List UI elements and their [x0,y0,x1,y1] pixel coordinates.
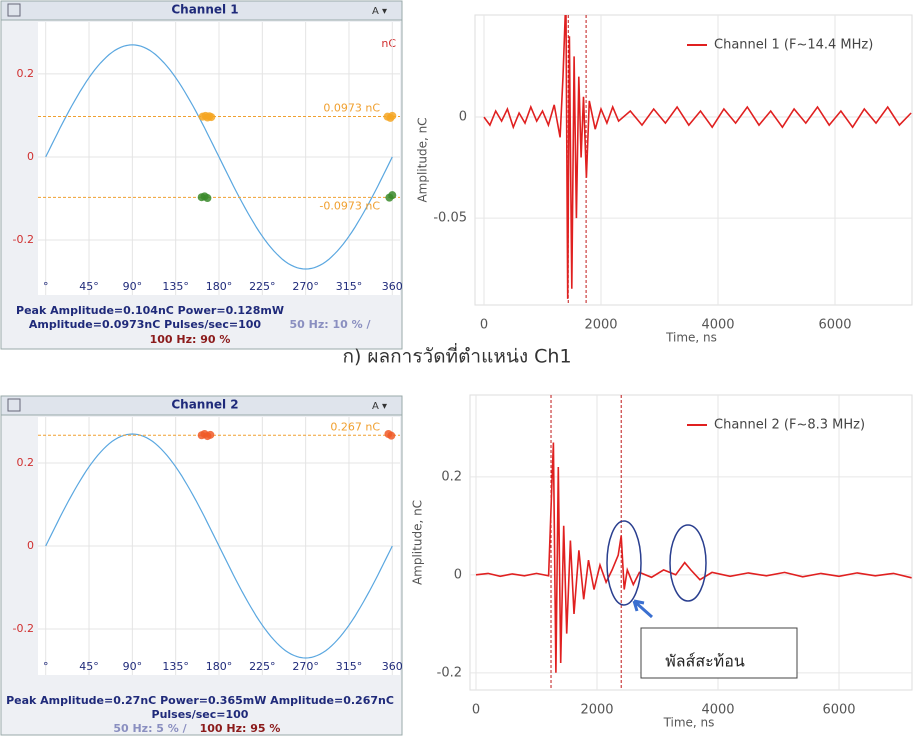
y-tick-label: 0.2 [17,67,35,80]
x-tick-label: 225° [249,660,276,673]
legend-label: Channel 2 (F~8.3 MHz) [714,418,865,433]
line-series [483,15,912,299]
y-tick-label: 0 [459,110,467,125]
info-text: Peak Amplitude=0.27nC Power=0.365mW Ampl… [6,694,394,707]
reference-wave [45,44,393,270]
y-axis-label: Amplitude, nC [411,500,425,585]
x-tick-label: 45° [79,660,99,673]
callout-text: พัลส์สะท้อน [665,652,745,671]
x-tick-label: 90° [123,280,143,293]
info-text: Pulses/sec=100 [152,708,249,721]
x-tick-label: 6000 [822,703,855,718]
x-tick-label: 4000 [701,703,734,718]
y-tick-label: 0 [27,150,34,163]
highlight [606,520,642,606]
title-bar [0,395,403,416]
line-series [475,442,912,673]
icon [7,398,21,412]
y-tick-label: -0.2 [13,233,34,246]
x-tick-label: 225° [249,280,276,293]
x-tick-label: 180° [206,280,233,293]
y-tick-label: 0.2 [17,456,35,469]
y-tick-label: 0 [27,539,34,552]
x-tick-label: 315° [336,280,363,293]
highlight [669,524,707,602]
y-tick-label: 0.2 [441,469,462,484]
dropdown[interactable]: A ▾ [372,401,387,412]
y-tick-label: 0 [454,567,462,582]
x-tick-label: 360 [382,280,403,293]
x-tick-label: 270° [292,660,319,673]
info-text: Peak Amplitude=0.104nC Power=0.128mW [16,304,284,317]
panel-title: Channel 2 [171,398,238,412]
x-tick-label: ° [43,280,49,293]
unit-label: nC [381,37,396,50]
threshold-label: 0.267 nC [330,420,380,433]
info-text: 100 Hz: 95 % [200,722,281,735]
x-tick-label: 180° [206,660,233,673]
x-tick-label: 135° [162,660,189,673]
threshold-label: -0.0973 nC [319,199,380,212]
x-tick-label: 135° [162,280,189,293]
x-tick-label: 2000 [584,318,617,333]
callout-box [640,627,798,679]
caption: ก) ผลการวัดที่ตำแหน่ง Ch1 [342,343,571,368]
x-tick-label: 4000 [701,318,734,333]
reference-wave [45,433,393,659]
dropdown[interactable]: A ▾ [372,6,387,17]
y-axis-label: Amplitude, nC [416,117,430,202]
arrow [632,599,653,619]
x-tick-label: 360 [382,660,403,673]
icon [7,3,21,17]
x-tick-label: 0 [480,318,488,333]
x-axis-label: Time, ns [663,716,715,730]
y-tick-label: -0.05 [433,211,467,226]
y-tick-label: -0.2 [437,665,462,680]
info-text: Amplitude=0.0973nC Pulses/sec=100 [29,318,262,331]
phase-point [387,431,396,440]
x-tick-label: 315° [336,660,363,673]
info-text: 50 Hz: 10 % / [290,318,372,331]
x-tick-label: 2000 [580,703,613,718]
title-bar [0,0,403,21]
x-tick-label: ° [43,660,49,673]
phase-point [203,194,212,203]
x-axis-label: Time, ns [665,331,717,345]
phase-point [388,191,397,200]
x-tick-label: 45° [79,280,99,293]
x-tick-label: 6000 [818,318,851,333]
phase-point [206,430,215,439]
x-tick-label: 270° [292,280,319,293]
x-tick-label: 90° [123,660,143,673]
legend-label: Channel 1 (F~14.4 MHz) [714,38,873,53]
info-text: 100 Hz: 90 % [150,333,231,346]
plot-area [474,14,913,306]
phase-point [388,111,397,120]
threshold-label: 0.0973 nC [323,102,380,115]
phase-point [207,113,216,122]
panel-title: Channel 1 [171,3,238,17]
x-tick-label: 0 [472,703,480,718]
info-text: 50 Hz: 5 % / [113,722,187,735]
y-tick-label: -0.2 [13,622,34,635]
